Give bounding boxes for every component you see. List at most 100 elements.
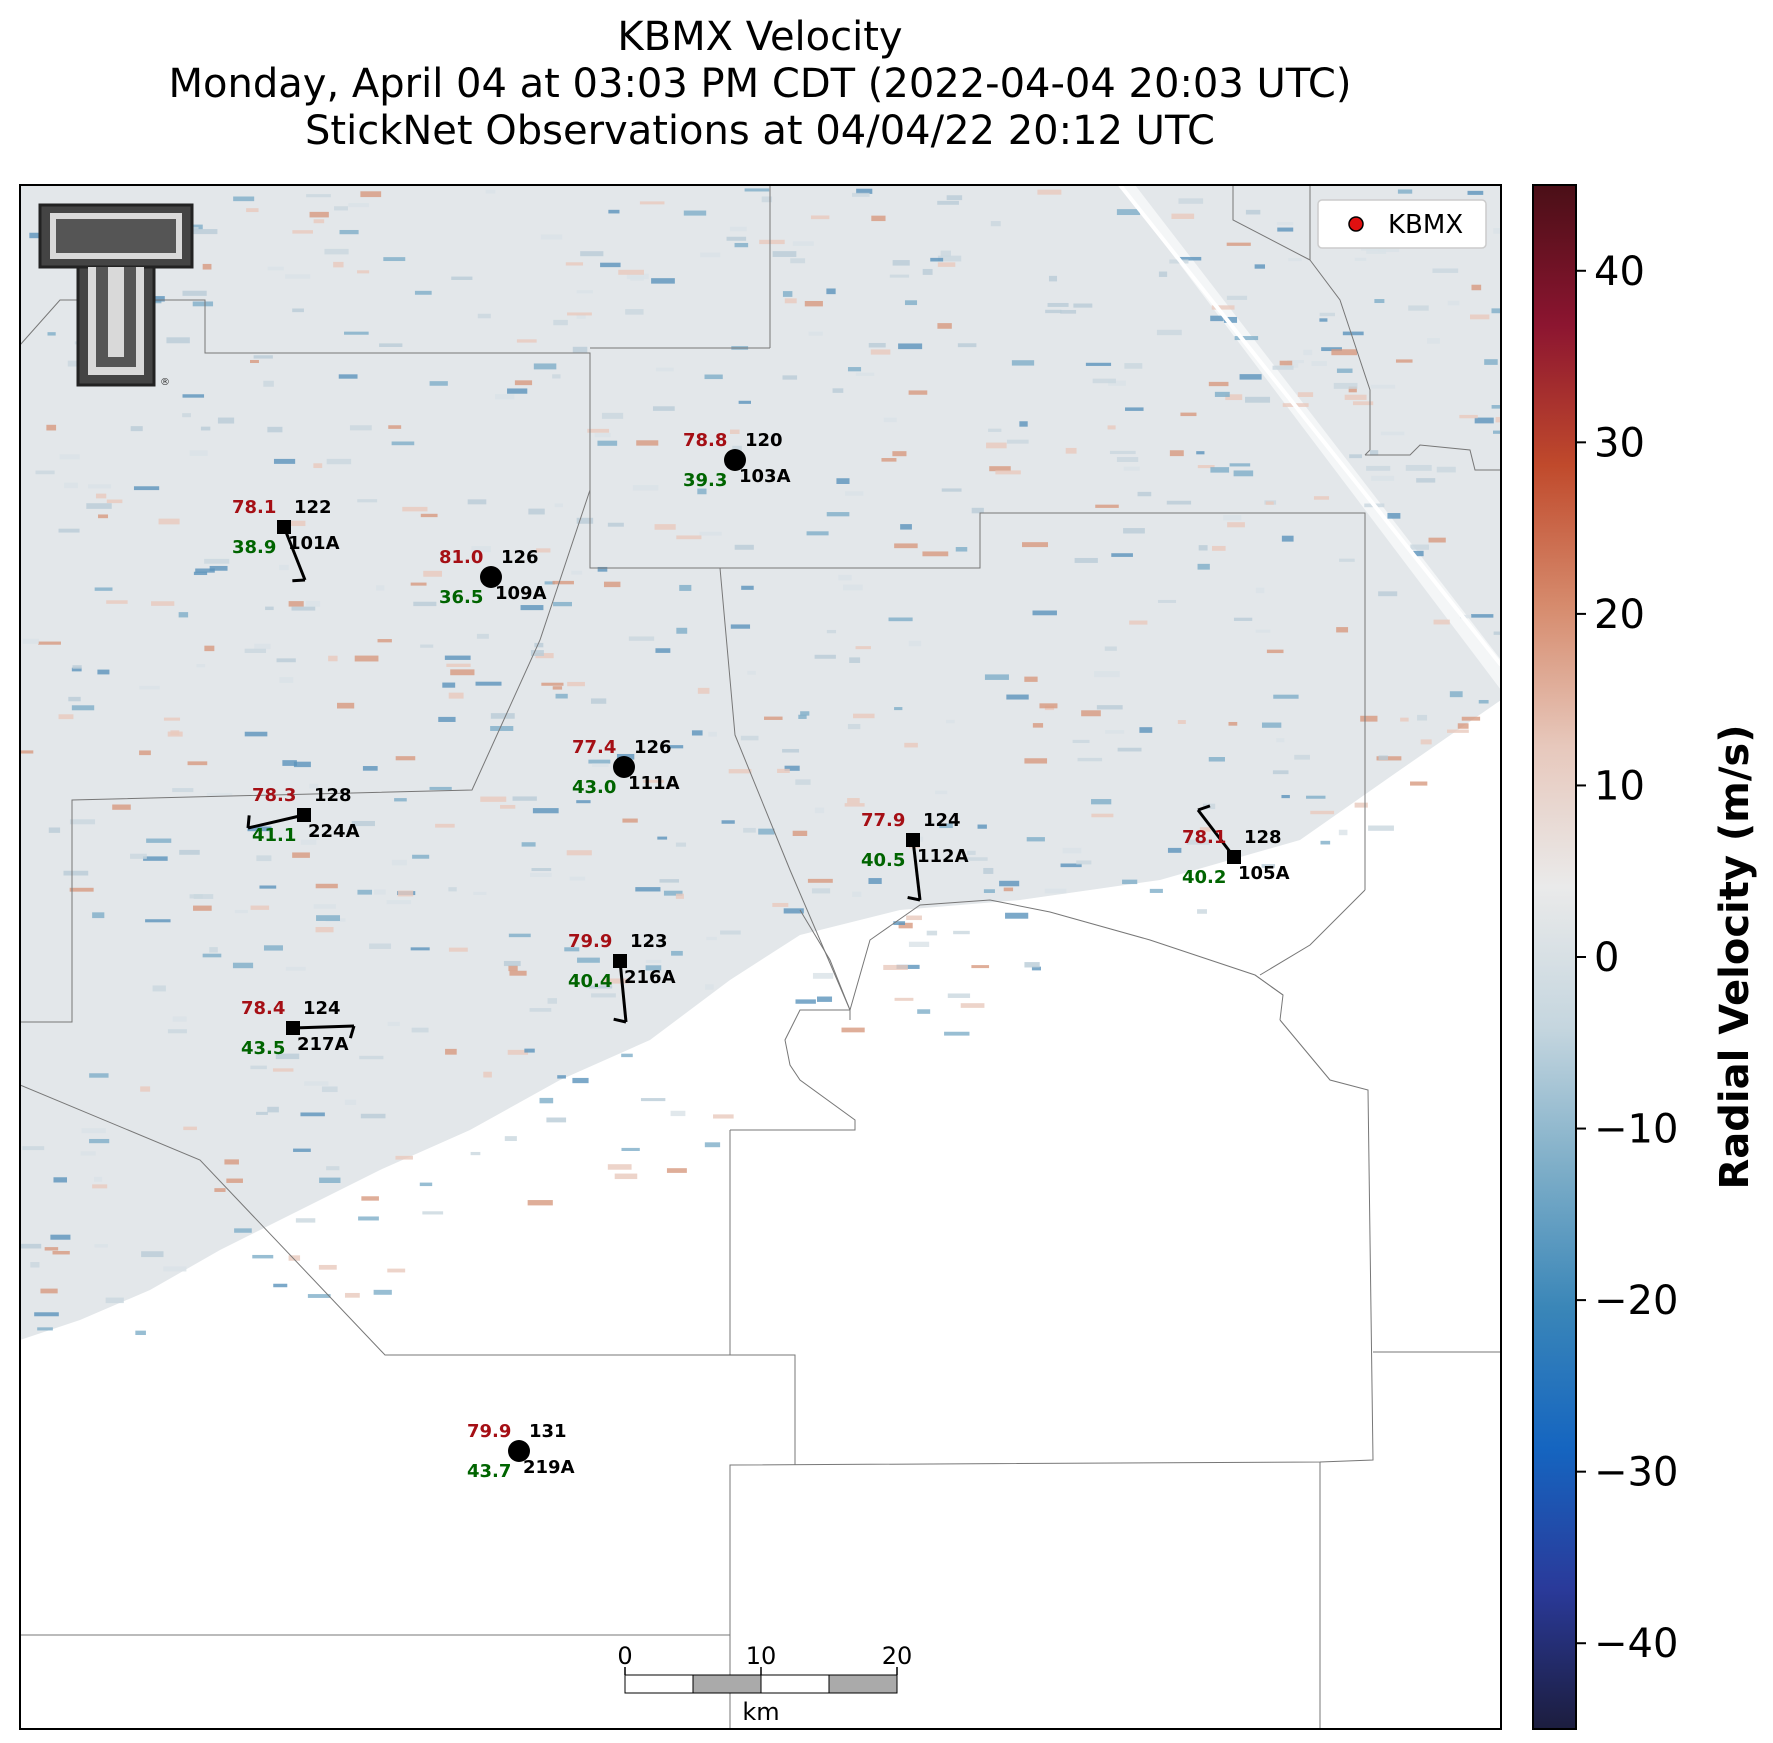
station-dewpoint: 40.4 (568, 971, 612, 992)
station-pressure: 122 (294, 497, 332, 518)
wind-barb-flag (613, 1017, 627, 1024)
sticknet-stations: 78.1 122 38.9 101A 81.0 126 36.5 109A 78.8 120 39.… (232, 430, 1290, 1482)
colorbar-bar (1532, 184, 1577, 1730)
station-101A: 78.1 122 38.9 101A (232, 497, 340, 583)
title-line-2: Monday, April 04 at 03:03 PM CDT (2022-0… (168, 61, 1352, 107)
station-id: 109A (495, 583, 547, 604)
scale-unit: km (742, 1698, 779, 1726)
map-panel (20, 185, 1501, 1729)
station-marker-circle (724, 449, 746, 471)
scale-tick-20: 20 (882, 1642, 913, 1670)
station-marker-square (906, 833, 920, 847)
station-dewpoint: 40.2 (1182, 867, 1226, 888)
station-id: 224A (308, 821, 360, 842)
station-pressure: 126 (634, 737, 672, 758)
scale-bar: 0 10 20 km (617, 1642, 912, 1726)
station-temp: 78.4 (241, 998, 285, 1019)
station-temp: 81.0 (439, 547, 483, 568)
radar-speckle (20, 188, 1501, 1336)
station-marker-square (277, 520, 291, 534)
wind-barb (292, 1024, 355, 1030)
texas-tech-logo: ® (38, 203, 194, 388)
scale-tick-0: 0 (617, 1642, 632, 1670)
station-dewpoint: 36.5 (439, 587, 483, 608)
station-217A: 78.4 124 43.5 217A (241, 998, 356, 1059)
scale-tick-10: 10 (746, 1642, 777, 1670)
station-temp: 79.9 (568, 931, 612, 952)
station-pressure: 128 (1244, 827, 1282, 848)
wind-barb-flag (348, 1025, 356, 1039)
colorbar: 40 30 20 10 0 −10 −20 −30 −40 Radial Velocity (m… (1532, 184, 1758, 1730)
colorbar-ticks: 40 30 20 10 0 −10 −20 −30 −40 (1576, 249, 1678, 1667)
colorbar-tick-label: 0 (1594, 935, 1619, 981)
radar-echo-field (20, 185, 1501, 1340)
wind-barb (911, 839, 922, 901)
station-temp: 78.1 (232, 497, 276, 518)
radar-streak (1118, 185, 1501, 667)
colorbar-tick-label: 30 (1594, 420, 1645, 466)
kbmx-marker-icon (1348, 216, 1364, 232)
station-pressure: 128 (314, 785, 352, 806)
station-pressure: 120 (745, 430, 783, 451)
station-dewpoint: 39.3 (683, 470, 727, 491)
logo-registered-mark: ® (160, 377, 170, 388)
station-pressure: 126 (501, 547, 539, 568)
station-105A: 78.1 128 40.2 105A (1182, 804, 1290, 888)
station-id: 101A (288, 533, 340, 554)
radar-gap-band (1120, 185, 1501, 690)
station-temp: 78.3 (252, 785, 296, 806)
colorbar-tick-label: −40 (1594, 1621, 1678, 1667)
legend-label: KBMX (1388, 210, 1463, 240)
station-id: 105A (1238, 863, 1290, 884)
wind-barb-flag (907, 895, 921, 902)
station-dewpoint: 43.7 (467, 1461, 511, 1482)
station-dewpoint: 38.9 (232, 537, 276, 558)
station-id: 112A (917, 846, 969, 867)
station-pressure: 123 (630, 931, 668, 952)
colorbar-tick-label: −10 (1594, 1107, 1678, 1153)
wind-barb-flag (246, 815, 251, 829)
colorbar-tick-label: 20 (1594, 592, 1645, 638)
station-marker-square (1227, 850, 1241, 864)
station-marker-circle (480, 566, 502, 588)
station-103A: 78.8 120 39.3 103A (683, 430, 791, 491)
wind-barb (1196, 809, 1236, 858)
station-id: 103A (739, 466, 791, 487)
station-dewpoint: 41.1 (252, 825, 296, 846)
colorbar-tick-label: −20 (1594, 1278, 1678, 1324)
figure-title: KBMX Velocity Monday, April 04 at 03:03 … (20, 14, 1500, 155)
station-temp: 78.8 (683, 430, 727, 451)
wind-barb-flag (1197, 804, 1211, 812)
colorbar-tick-label: 10 (1594, 763, 1645, 809)
station-marker-circle (508, 1440, 530, 1462)
station-temp: 77.4 (572, 737, 616, 758)
title-line-1: KBMX Velocity (617, 14, 903, 60)
station-dewpoint: 43.5 (241, 1038, 285, 1059)
station-marker-square (613, 954, 627, 968)
wind-barb-flag (292, 578, 306, 583)
station-pressure: 124 (923, 810, 961, 831)
station-id: 216A (624, 967, 676, 988)
station-dewpoint: 40.5 (861, 850, 905, 871)
station-216A: 79.9 123 40.4 216A (568, 931, 676, 1024)
station-111A: 77.4 126 43.0 111A (572, 737, 680, 798)
station-224A: 78.3 128 41.1 224A (246, 785, 360, 846)
legend-box: KBMX (1317, 199, 1487, 249)
station-id: 217A (297, 1034, 349, 1055)
wind-barb (282, 526, 307, 581)
colorbar-label: Radial Velocity (m/s) (1712, 724, 1758, 1189)
station-219A: 79.9 131 43.7 219A (467, 1421, 575, 1482)
map-frame (19, 184, 1502, 1730)
wind-barb (618, 960, 628, 1023)
station-marker-circle (613, 756, 635, 778)
colorbar-tick-label: 40 (1594, 249, 1645, 295)
station-marker-square (297, 808, 311, 822)
colorbar-tick-label: −30 (1594, 1450, 1678, 1496)
station-temp: 78.1 (1182, 827, 1226, 848)
station-temp: 79.9 (467, 1421, 511, 1442)
station-temp: 77.9 (861, 810, 905, 831)
station-id: 219A (523, 1457, 575, 1478)
wind-barb (247, 813, 305, 830)
title-line-3: StickNet Observations at 04/04/22 20:12 … (305, 108, 1215, 154)
station-pressure: 124 (303, 998, 341, 1019)
